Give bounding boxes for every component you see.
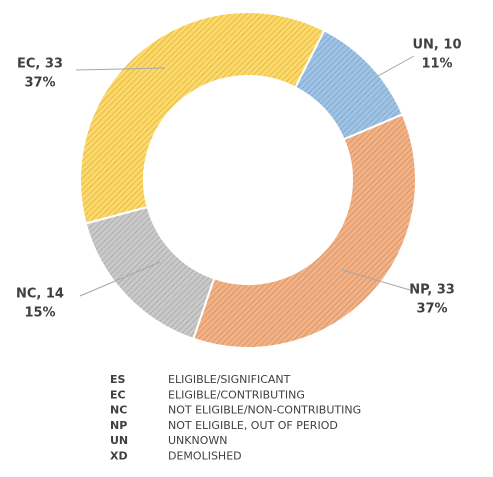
leader-line bbox=[377, 55, 415, 77]
percent-label: 15% bbox=[24, 306, 55, 321]
percent-label: 11% bbox=[421, 57, 452, 72]
legend-code: XD bbox=[110, 450, 128, 463]
donut-slice bbox=[84, 205, 216, 341]
data-label: NC, 14 bbox=[16, 287, 64, 302]
legend-label: UNKNOWN bbox=[168, 434, 228, 447]
leader-line bbox=[341, 269, 411, 291]
legend-code: UN bbox=[110, 434, 128, 447]
legend-label: ELIGIBLE/SIGNIFICANT bbox=[168, 373, 291, 386]
data-label: EC, 33 bbox=[17, 57, 63, 72]
donut-slice bbox=[79, 11, 326, 225]
legend-label: DEMOLISHED bbox=[168, 450, 242, 463]
legend-label: NOT ELIGIBLE/NON-CONTRIBUTING bbox=[168, 404, 361, 417]
legend-code: ES bbox=[110, 373, 126, 386]
legend-code: NP bbox=[110, 419, 127, 432]
legend-code: NC bbox=[110, 404, 127, 417]
data-label: UN, 10 bbox=[413, 38, 462, 53]
data-label: NP, 33 bbox=[409, 283, 455, 298]
legend-label: NOT ELIGIBLE, OUT OF PERIOD bbox=[168, 419, 338, 432]
donut-slice bbox=[192, 113, 417, 349]
leader-line bbox=[75, 67, 166, 71]
percent-label: 37% bbox=[416, 302, 447, 317]
legend-code: EC bbox=[110, 388, 126, 401]
legend-label: ELIGIBLE/CONTRIBUTING bbox=[168, 388, 305, 401]
percent-label: 37% bbox=[24, 76, 55, 91]
leader-line bbox=[79, 261, 161, 297]
